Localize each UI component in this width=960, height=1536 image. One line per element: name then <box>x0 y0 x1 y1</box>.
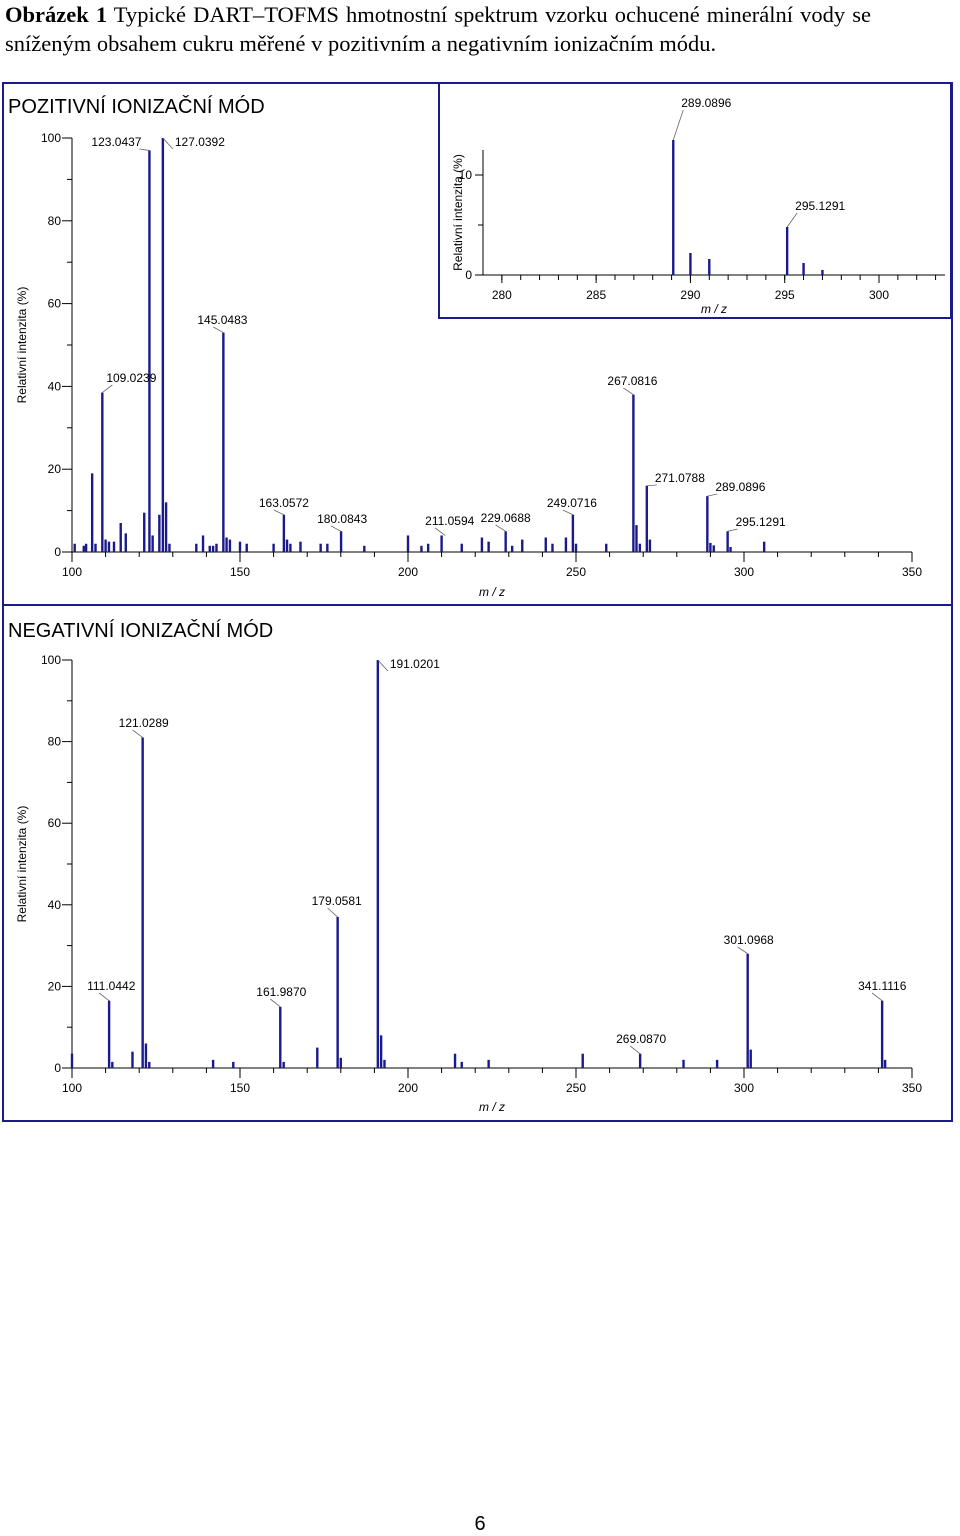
chart-1: 0 10 280 285 290 295 300 m / z Relativní intenzi… <box>438 82 952 319</box>
y-axis-label: Relativní intenzita (%) <box>451 154 465 271</box>
peak-label: 271.0788 <box>655 471 705 485</box>
peak-label: 161.9870 <box>256 985 306 999</box>
peak-leader <box>629 1045 641 1055</box>
x-tick-label: 280 <box>492 288 512 302</box>
peak-label: 179.0581 <box>312 894 362 908</box>
y-tick-label: 0 <box>54 545 61 559</box>
x-tick-label: 150 <box>230 565 250 579</box>
x-axis-label: m / z <box>479 585 505 599</box>
x-tick-label: 295 <box>775 288 795 302</box>
y-tick-label: 0 <box>465 268 472 282</box>
x-tick-label: 150 <box>230 1081 250 1095</box>
x-tick-label: 250 <box>566 1081 586 1095</box>
peak-label: 289.0896 <box>681 96 731 110</box>
y-tick-label: 40 <box>48 379 62 393</box>
y-tick-label: 20 <box>48 462 62 476</box>
peak-leader <box>330 525 342 532</box>
x-tick-label: 300 <box>734 565 754 579</box>
peak-leader <box>707 493 718 497</box>
peak-leader <box>139 148 150 151</box>
peak-label: 211.0594 <box>425 514 474 528</box>
page-number: 6 <box>474 1513 486 1535</box>
peak-leader <box>786 212 798 228</box>
peak-leader <box>737 946 748 955</box>
peak-leader <box>672 109 684 141</box>
y-tick-label: 60 <box>48 816 62 830</box>
peak-leader <box>327 907 338 918</box>
peak-label: 295.1291 <box>795 199 845 213</box>
figure-caption: Obrázek 1 Typické DART–TOFMS hmotnostní … <box>5 0 871 58</box>
peak-label: 109.0239 <box>106 371 156 385</box>
x-tick-label: 290 <box>680 288 700 302</box>
y-tick-label: 80 <box>48 214 62 228</box>
peak-label: 180.0843 <box>317 512 367 526</box>
peak-label: 267.0816 <box>607 374 657 388</box>
y-tick-label: 60 <box>48 297 62 311</box>
peak-leader <box>132 729 143 738</box>
x-tick-label: 100 <box>62 1081 82 1095</box>
peak-label: 145.0483 <box>197 313 247 327</box>
peak-leader <box>377 659 389 672</box>
peak-label: 341.1116 <box>858 979 907 993</box>
x-axis-label: m / z <box>479 1100 505 1114</box>
peak-leader <box>646 484 657 487</box>
peak-label: 229.0688 <box>481 511 531 525</box>
y-axis-label: Relativní intenzita (%) <box>15 806 29 923</box>
peak-label: 301.0968 <box>724 933 774 947</box>
y-tick-label: 20 <box>48 979 62 993</box>
x-tick-label: 300 <box>869 288 889 302</box>
peak-label: 191.0201 <box>390 657 440 671</box>
peak-leader <box>623 387 634 396</box>
peak-leader <box>162 137 174 150</box>
peak-leader <box>871 992 883 1001</box>
peak-label: 289.0896 <box>715 480 765 494</box>
chart-frame <box>2 604 953 1122</box>
x-tick-label: 200 <box>398 565 418 579</box>
x-tick-label: 350 <box>902 565 922 579</box>
chart-title: POZITIVNÍ IONIZAČNÍ MÓD <box>8 95 265 118</box>
peak-label: 111.0442 <box>87 979 136 993</box>
x-tick-label: 250 <box>566 565 586 579</box>
peak-leader <box>434 527 446 536</box>
y-tick-label: 10 <box>459 168 473 182</box>
y-tick-label: 80 <box>48 735 62 749</box>
y-tick-label: 0 <box>54 1061 61 1075</box>
caption-text: Typické DART–TOFMS hmotnostní spektrum v… <box>5 2 871 56</box>
peak-leader <box>98 992 110 1001</box>
x-tick-label: 300 <box>734 1081 754 1095</box>
peak-leader <box>495 524 506 532</box>
peak-leader <box>727 528 738 532</box>
caption-label: Obrázek 1 <box>5 2 108 27</box>
peak-leader <box>102 384 113 393</box>
x-axis-label: m / z <box>701 302 727 316</box>
x-tick-label: 285 <box>586 288 606 302</box>
peak-label: 249.0716 <box>547 496 597 510</box>
y-tick-label: 100 <box>41 131 61 145</box>
peak-label: 269.0870 <box>616 1032 666 1046</box>
x-tick-label: 100 <box>62 565 82 579</box>
x-tick-label: 200 <box>398 1081 418 1095</box>
chart-2: NEGATIVNÍ IONIZAČNÍ MÓD 0 20 40 60 80 100 100 15… <box>2 604 953 1122</box>
peak-leader <box>213 326 224 333</box>
peak-leader <box>273 509 285 516</box>
peak-label: 163.0572 <box>259 496 309 510</box>
peak-label: 295.1291 <box>736 515 786 529</box>
x-tick-label: 350 <box>902 1081 922 1095</box>
chart-title: NEGATIVNÍ IONIZAČNÍ MÓD <box>8 619 273 642</box>
peak-label: 121.0289 <box>119 716 169 730</box>
chart-frame <box>438 82 952 319</box>
peak-leader <box>562 509 574 516</box>
y-tick-label: 100 <box>41 653 61 667</box>
y-tick-label: 40 <box>48 898 62 912</box>
peak-leader <box>270 998 281 1008</box>
peak-label: 123.0437 <box>91 135 141 149</box>
y-axis-label: Relativní intenzita (%) <box>15 287 29 404</box>
peak-label: 127.0392 <box>175 135 225 149</box>
